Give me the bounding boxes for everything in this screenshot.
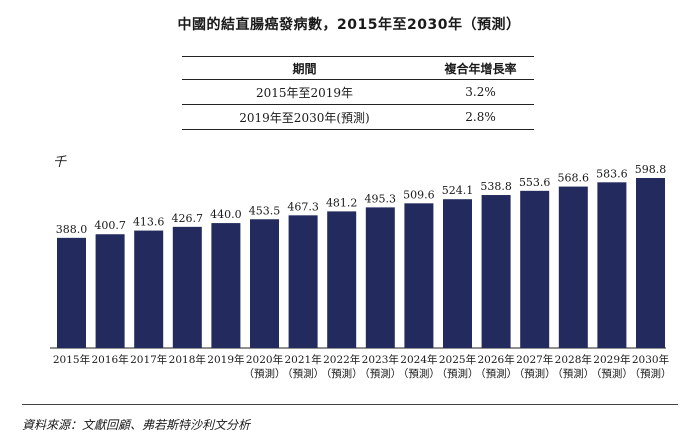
x-tick-label: 2017年: [130, 353, 167, 366]
bar-2024年: [404, 203, 434, 348]
cagr-rate-cell: 2.8%: [427, 104, 534, 130]
data-label: 583.6: [596, 167, 628, 180]
data-label: 453.5: [249, 204, 281, 217]
x-tick-note: （預測）: [630, 367, 672, 380]
x-tick-note: （預測）: [359, 367, 401, 380]
bar-2015年: [57, 237, 86, 348]
data-label: 481.2: [326, 196, 358, 209]
bar-2030年: [636, 178, 665, 348]
x-tick-label: 2027年: [516, 353, 553, 366]
cagr-table-header-row: 期間 複合年增長率: [182, 56, 534, 80]
x-tick-label: 2016年: [91, 353, 128, 366]
x-tick-note: （預測）: [591, 367, 633, 380]
x-tick-note: （預測）: [398, 367, 440, 380]
bar-2019年: [211, 223, 241, 348]
x-tick-label: 2023年: [362, 353, 399, 366]
chart-title: 中國的結直腸癌發病數，2015年至2030年（預測）: [177, 17, 521, 33]
data-label: 598.8: [635, 163, 667, 176]
cagr-header-rate: 複合年增長率: [427, 56, 534, 80]
x-tick-note: （預測）: [282, 367, 324, 380]
data-label: 388.0: [56, 223, 88, 236]
x-tick-label: 2025年: [439, 353, 476, 366]
data-label: 440.0: [210, 208, 242, 221]
data-label: 400.7: [94, 219, 126, 232]
data-label: 495.3: [365, 192, 397, 205]
x-tick-label: 2020年: [246, 353, 283, 366]
x-tick-note: （預測）: [437, 367, 479, 380]
bar-2022年: [327, 211, 357, 348]
bar-2023年: [365, 207, 395, 348]
x-tick-note: （預測）: [514, 367, 556, 380]
bar-2029年: [597, 182, 627, 348]
x-tick-note: （預測）: [321, 367, 363, 380]
x-tick-label: 2030年: [632, 353, 669, 366]
source-note: 資料來源：文獻回顧、弗若斯特沙利文分析: [22, 418, 251, 432]
bar-chart: 388.0 2015年 400.7 2016年 413.6 2017年 426.7 2018年…: [50, 163, 672, 380]
data-label: 568.6: [558, 172, 590, 185]
bar-2025年: [443, 199, 472, 348]
bar-2021年: [288, 215, 318, 348]
x-tick-label: 2029年: [593, 353, 630, 366]
data-label: 524.1: [442, 184, 474, 197]
x-tick-note: （預測）: [475, 367, 517, 380]
x-tick-label: 2021年: [284, 353, 321, 366]
data-label: 538.8: [480, 180, 512, 193]
cagr-period-cell: 2019年至2030年(預測): [182, 104, 427, 130]
data-label: 553.6: [519, 176, 551, 189]
cagr-rate-cell: 3.2%: [427, 79, 534, 105]
data-label: 426.7: [172, 212, 204, 225]
cagr-header-period: 期間: [182, 56, 427, 80]
y-unit-label: 千: [53, 155, 67, 170]
data-label: 413.6: [133, 216, 165, 229]
x-tick-label: 2019年: [207, 353, 244, 366]
x-tick-label: 2022年: [323, 353, 360, 366]
bar-2028年: [558, 186, 588, 348]
bar-2026年: [481, 195, 511, 348]
source-divider: [22, 404, 678, 405]
data-label: 509.6: [403, 188, 435, 201]
cagr-table-row: 2019年至2030年(預測) 2.8%: [182, 104, 534, 130]
bar-2020年: [250, 219, 279, 348]
x-tick-label: 2024年: [400, 353, 437, 366]
data-label: 467.3: [287, 200, 319, 213]
x-tick-label: 2018年: [169, 353, 206, 366]
bar-2017年: [134, 230, 164, 348]
x-tick-label: 2026年: [477, 353, 514, 366]
x-tick-note: （預測）: [552, 367, 594, 380]
bar-2016年: [95, 234, 125, 348]
cagr-period-cell: 2015年至2019年: [182, 79, 427, 105]
bar-2018年: [172, 226, 202, 348]
bar-2027年: [520, 190, 550, 348]
cagr-table: 期間 複合年增長率 2015年至2019年 3.2% 2019年至2030年(預…: [182, 56, 534, 130]
x-tick-label: 2015年: [53, 353, 90, 366]
x-tick-label: 2028年: [555, 353, 592, 366]
x-tick-note: （預測）: [244, 367, 286, 380]
cagr-table-row: 2015年至2019年 3.2%: [182, 79, 534, 105]
